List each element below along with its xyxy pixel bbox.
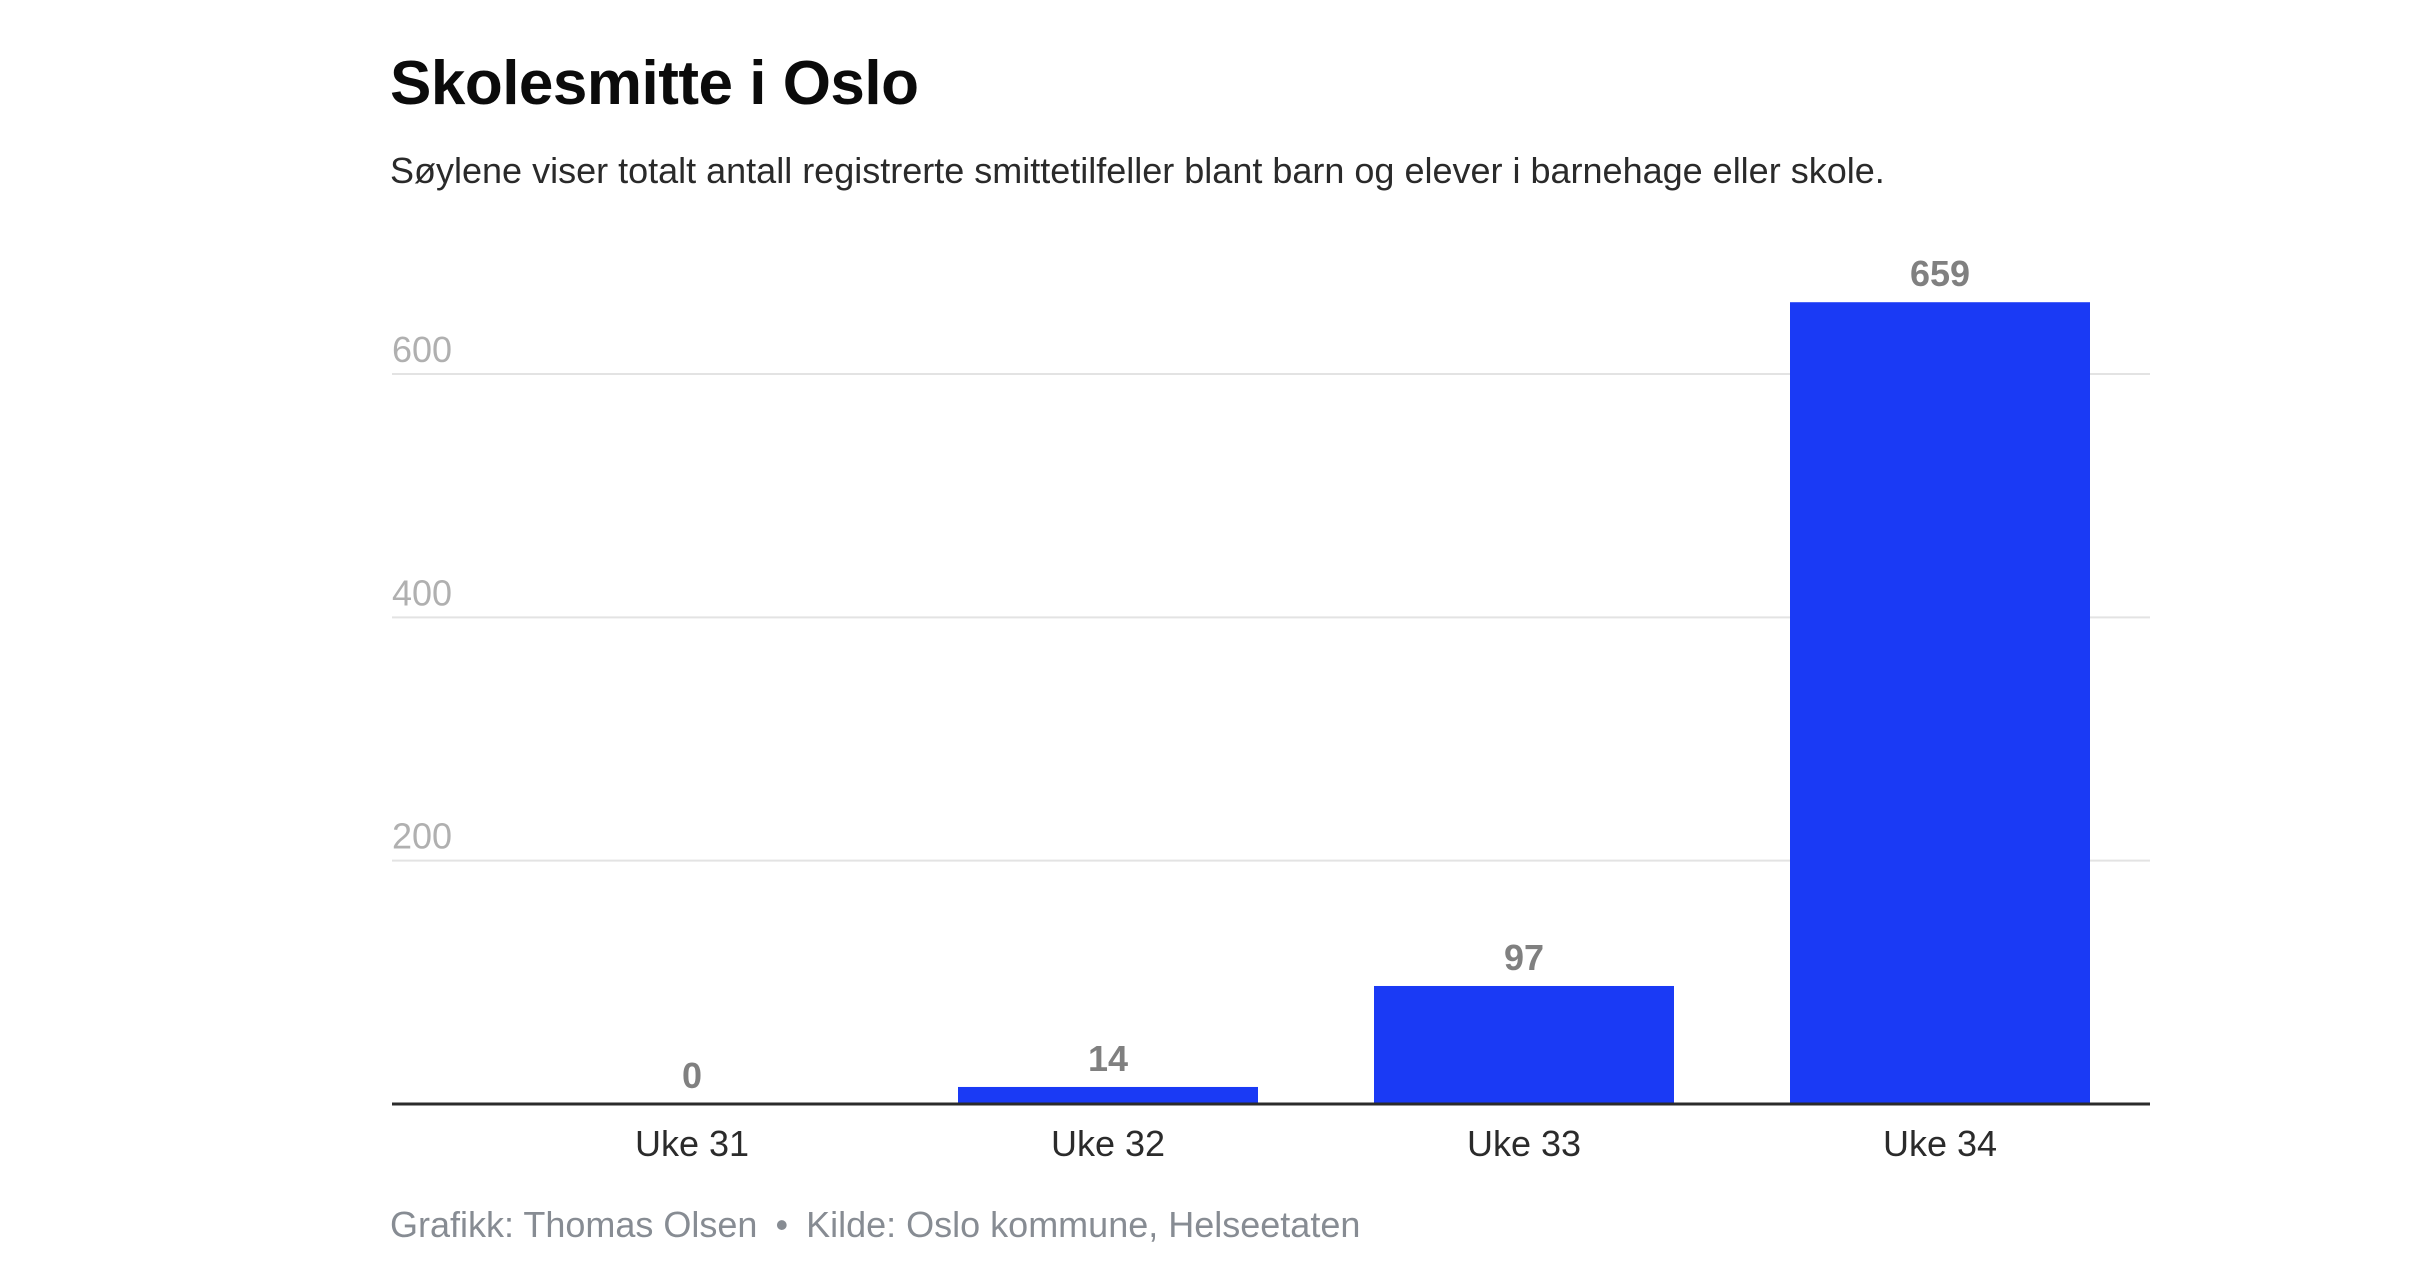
category-labels: Uke 31 Uke 32 Uke 33 Uke 34 bbox=[635, 1123, 1997, 1164]
chart-title: Skolesmitte i Oslo bbox=[390, 49, 919, 118]
source-note: Grafikk: Thomas Olsen • Kilde: Oslo komm… bbox=[390, 1204, 1360, 1246]
data-label: 97 bbox=[1504, 937, 1544, 978]
category-label: Uke 31 bbox=[635, 1123, 749, 1164]
y-tick-label: 400 bbox=[392, 572, 452, 613]
data-label: 659 bbox=[1910, 253, 1970, 294]
category-label: Uke 34 bbox=[1883, 1123, 1997, 1164]
y-tick-labels: 200 400 600 bbox=[392, 329, 452, 857]
data-label: 0 bbox=[682, 1055, 702, 1096]
y-tick-label: 200 bbox=[392, 816, 452, 857]
data-labels: 0 14 97 659 bbox=[682, 253, 1970, 1096]
credit-text: Grafikk: Thomas Olsen bbox=[390, 1204, 758, 1245]
source-text: Kilde: Oslo kommune, Helseetaten bbox=[806, 1204, 1361, 1245]
chart-subtitle: Søylene viser totalt antall registrerte … bbox=[390, 150, 1885, 191]
data-label: 14 bbox=[1088, 1038, 1128, 1079]
bar bbox=[958, 1086, 1258, 1104]
bar bbox=[1790, 302, 2090, 1104]
separator-dot: • bbox=[775, 1204, 789, 1245]
bar bbox=[1374, 985, 1674, 1104]
y-tick-label: 600 bbox=[392, 329, 452, 370]
category-label: Uke 33 bbox=[1467, 1123, 1581, 1164]
bars bbox=[958, 302, 2090, 1104]
category-label: Uke 32 bbox=[1051, 1123, 1165, 1164]
